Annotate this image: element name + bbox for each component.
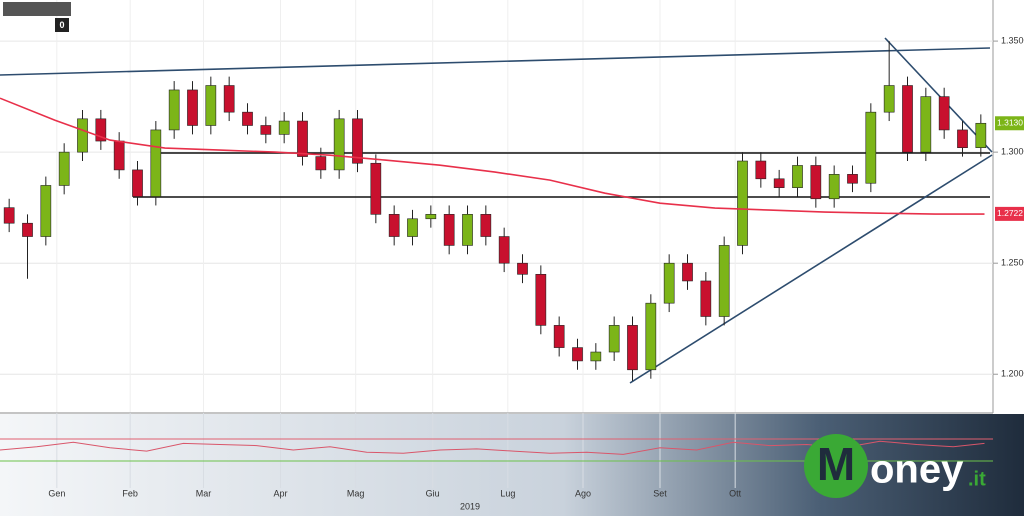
candle-body <box>957 129 968 148</box>
price-tag <box>995 206 1024 221</box>
candle-body <box>590 351 602 362</box>
x-tick-label: Giu <box>426 488 440 498</box>
candle-body <box>480 214 492 237</box>
logo: M oney .it <box>804 434 986 498</box>
candle-body <box>535 273 547 326</box>
trend-line <box>0 47 991 76</box>
x-tick-label: Lug <box>500 488 515 498</box>
candle-body <box>608 325 620 353</box>
candle-body <box>517 262 528 275</box>
candle-body <box>3 207 15 224</box>
x-tick-label: Feb <box>122 488 138 498</box>
candle-body <box>370 162 382 215</box>
candle-body <box>388 214 400 237</box>
candle-body <box>260 125 272 135</box>
y-tick-label: 1.3000 <box>1001 147 1024 157</box>
candle-body <box>700 280 712 317</box>
logo-initial: M <box>817 438 855 490</box>
toolbar-value: 0 <box>59 20 64 30</box>
candle-body <box>627 325 638 371</box>
candle-body <box>883 85 895 113</box>
candle-body <box>773 178 785 188</box>
y-tick-label: 1.3500 <box>1001 35 1024 45</box>
x-tick-label: Ott <box>729 488 742 498</box>
x-tick-label: Set <box>653 488 667 498</box>
y-tick-label: 1.2000 <box>1001 369 1024 379</box>
candle-body <box>737 160 748 246</box>
candle-body <box>572 347 583 362</box>
candle-body <box>682 262 693 282</box>
candle-body <box>443 214 455 246</box>
candle-body <box>187 89 198 126</box>
candle-body <box>920 96 932 153</box>
candle-body <box>847 174 858 184</box>
logo-circle <box>804 434 868 498</box>
x-tick-label: Apr <box>273 488 287 498</box>
candle-body <box>828 174 840 200</box>
candle-body <box>718 245 730 317</box>
candle-body <box>315 156 327 171</box>
x-tick-label: Mar <box>196 488 212 498</box>
trend-line <box>884 37 993 153</box>
candle-body <box>150 129 162 197</box>
year-label: 2019 <box>460 501 480 511</box>
candle-body <box>278 120 290 135</box>
candle-body <box>498 236 510 264</box>
y-tick-label: 1.2500 <box>1001 258 1024 268</box>
candle-body <box>95 118 107 142</box>
trend-line <box>629 154 993 384</box>
candle-body <box>865 111 877 184</box>
logo-text: oney <box>870 448 964 492</box>
candle-body <box>168 89 180 131</box>
candle-body <box>553 325 565 348</box>
toolbar-box <box>55 18 69 32</box>
candle-body <box>242 111 253 126</box>
candle-body <box>902 85 913 153</box>
moving-average <box>0 97 985 215</box>
x-tick-label: Gen <box>48 488 65 498</box>
candle-body <box>462 214 473 246</box>
price-tag-label: 1.3130 <box>997 118 1023 128</box>
candle-body <box>792 165 803 188</box>
candle-body <box>810 165 822 200</box>
toolbar[interactable]: 0 <box>3 2 71 32</box>
candle-body <box>333 118 345 171</box>
candle-body <box>663 262 675 304</box>
price-tag-label: 1.2722 <box>997 208 1023 218</box>
candle-body <box>352 118 363 164</box>
candle-body <box>407 218 418 237</box>
candle-body <box>40 185 52 237</box>
candle-body <box>938 96 950 131</box>
price-tag <box>995 116 1024 131</box>
candle-body <box>755 160 767 180</box>
logo-suffix: .it <box>968 468 986 490</box>
candle-body <box>113 140 125 171</box>
candle-body <box>297 120 308 157</box>
candle-body <box>975 122 987 148</box>
x-tick-label: Mag <box>347 488 365 498</box>
candle-body <box>58 151 70 186</box>
candle-body <box>425 214 437 220</box>
candle-body <box>132 169 143 197</box>
candle-body <box>223 85 235 113</box>
candle-body <box>205 85 217 126</box>
x-tick-label: Ago <box>575 488 591 498</box>
toolbar-bg <box>3 2 71 16</box>
candle-body <box>645 302 657 371</box>
candle-body <box>22 222 33 237</box>
candle-body <box>77 118 88 153</box>
